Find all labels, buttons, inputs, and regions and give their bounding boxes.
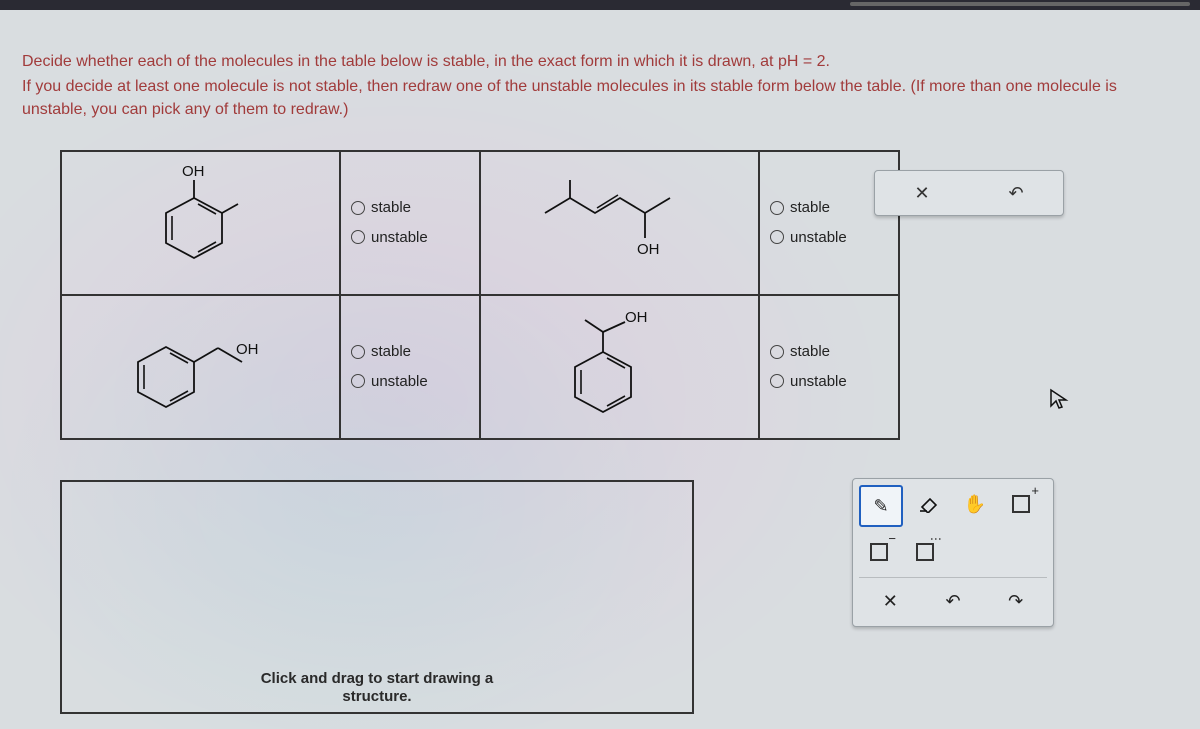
- hand-tool[interactable]: ✋: [955, 485, 995, 523]
- radio-icon: [351, 230, 365, 244]
- structure-drawing-canvas[interactable]: Click and drag to start drawing a struct…: [60, 480, 694, 714]
- molecule-2-stable[interactable]: stable: [770, 197, 888, 219]
- cursor-icon: [1048, 388, 1070, 416]
- stable-label: stable: [790, 197, 830, 219]
- molecule-3-oh: OH: [236, 341, 259, 358]
- molecule-table: OH stable unstable: [60, 150, 900, 440]
- molecule-1-options: stable unstable: [340, 151, 480, 295]
- molecule-2: OH: [482, 158, 757, 288]
- radio-icon: [770, 374, 784, 388]
- drawing-tool-panel: ✎ ✋ + ✕ ↶ ↷: [852, 478, 1054, 627]
- unstable-label: unstable: [790, 371, 847, 393]
- undo-button[interactable]: ↶: [926, 582, 980, 620]
- molecule-2-oh: OH: [637, 241, 660, 258]
- radio-icon: [351, 345, 365, 359]
- unstable-label: unstable: [371, 227, 428, 249]
- drawing-hint: Click and drag to start drawing a struct…: [62, 670, 692, 706]
- molecule-1-stable[interactable]: stable: [351, 197, 469, 219]
- stable-label: stable: [371, 197, 411, 219]
- canvas-corner-controls: ✕ ↶: [874, 170, 1064, 216]
- unstable-label: unstable: [371, 371, 428, 393]
- radio-icon: [770, 201, 784, 215]
- molecule-1-oh: OH: [182, 163, 205, 180]
- stable-label: stable: [371, 341, 411, 363]
- molecule-4-options: stable unstable: [759, 295, 899, 439]
- molecule-4: OH: [482, 302, 757, 432]
- molecule-2-cell: OH: [480, 151, 759, 295]
- negative-charge-tool[interactable]: [859, 533, 899, 571]
- molecule-3-stable[interactable]: stable: [351, 341, 469, 363]
- molecule-1: OH: [63, 158, 338, 288]
- radio-icon: [770, 230, 784, 244]
- molecule-4-stable[interactable]: stable: [770, 341, 888, 363]
- radio-icon: [351, 374, 365, 388]
- unstable-label: unstable: [790, 227, 847, 249]
- molecule-3-options: stable unstable: [340, 295, 480, 439]
- molecule-1-unstable[interactable]: unstable: [351, 227, 469, 249]
- molecule-4-unstable[interactable]: unstable: [770, 371, 888, 393]
- molecule-1-cell: OH: [61, 151, 340, 295]
- radio-icon: [351, 201, 365, 215]
- clear-button[interactable]: ✕: [863, 582, 917, 620]
- molecule-3-cell: OH: [61, 295, 340, 439]
- question-line-2: If you decide at least one molecule is n…: [22, 75, 1178, 121]
- pencil-tool[interactable]: ✎: [859, 485, 903, 527]
- add-charge-tool[interactable]: +: [1001, 485, 1041, 523]
- question-line-1: Decide whether each of the molecules in …: [22, 50, 1178, 73]
- molecule-3-unstable[interactable]: unstable: [351, 371, 469, 393]
- molecule-3: OH: [63, 302, 338, 432]
- molecule-2-unstable[interactable]: unstable: [770, 227, 888, 249]
- molecule-4-cell: OH: [480, 295, 759, 439]
- redo-button[interactable]: ↷: [989, 582, 1043, 620]
- close-button[interactable]: ✕: [888, 183, 956, 204]
- eraser-tool[interactable]: [909, 485, 949, 523]
- reset-button[interactable]: ↶: [982, 183, 1050, 204]
- lone-pair-tool[interactable]: [905, 533, 945, 571]
- radio-icon: [770, 345, 784, 359]
- molecule-4-oh: OH: [625, 309, 648, 326]
- stable-label: stable: [790, 341, 830, 363]
